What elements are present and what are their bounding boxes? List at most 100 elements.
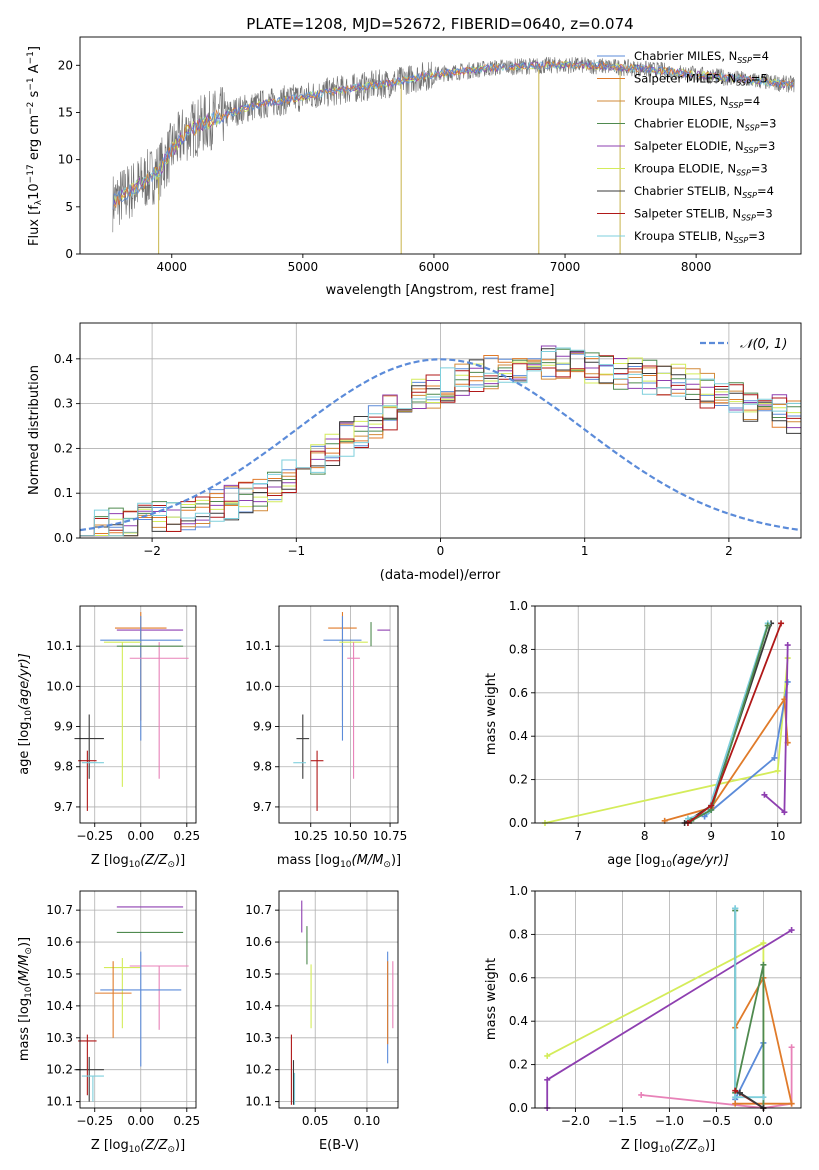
- mass-vs-ebv-panel: 0.05 0.10 10.1 10.2 10.3 10.4 10.5 10.6 10.7 E(B…: [245, 890, 399, 1153]
- residual-ytick-label: 0.2: [54, 441, 73, 455]
- mass-vs-ebv-ytick-label: 10.4: [245, 999, 272, 1013]
- residual-ylabel: Normed distribution: [27, 365, 42, 495]
- age-vs-metallicity-xlabel: Z [log10(Z/Z⊙)]: [91, 853, 185, 870]
- mass-vs-metallicity-ytick-label: 10.1: [46, 1095, 73, 1109]
- weight-vs-metallicity-ytick-label: 0.8: [509, 927, 528, 941]
- residual-xtick-label: 2: [725, 544, 733, 558]
- normal-legend-label: 𝒩(0, 1): [740, 337, 787, 352]
- age-vs-mass-plot-area: [279, 606, 398, 823]
- spectrum-ytick-label: 0: [65, 247, 73, 261]
- weight-vs-metallicity-series-chabrier_miles: [734, 908, 765, 1108]
- weight-vs-age-series-chabrier_miles: [704, 681, 789, 818]
- age-vs-metallicity-plot-area: [74, 606, 196, 823]
- mass-vs-metallicity-ticks: −0.25 0.00 0.25 10.1 10.2 10.3 10.4 10.5 10.6 10.…: [46, 903, 200, 1128]
- spectrum-xtick-label: 7000: [550, 260, 581, 274]
- age-vs-metallicity-ytick-label: 9.7: [54, 800, 73, 814]
- legend-label-chabrier_miles: Chabrier MILES, NSSP=4: [634, 49, 769, 65]
- age-vs-mass-xtick-label: 10.75: [373, 829, 407, 843]
- weight-vs-metallicity-series-chabrier_stelib: [739, 1092, 764, 1109]
- weight-vs-age-xtick-label: 9: [707, 829, 715, 843]
- weight-vs-metallicity-marker-salpeter_miles: [732, 1100, 739, 1107]
- mass-vs-metallicity-ytick-label: 10.5: [46, 967, 73, 981]
- spectrum-title: PLATE=1208, MJD=52672, FIBERID=0640, z=0…: [246, 15, 633, 33]
- weight-vs-metallicity-marker-kroupa_elodie: [544, 1052, 551, 1059]
- mass-vs-metallicity-ytick-label: 10.6: [46, 935, 73, 949]
- age-vs-mass-ytick-label: 10.0: [245, 679, 272, 693]
- weight-vs-age-ytick-label: 0.2: [509, 773, 528, 787]
- weight-vs-age-xtick-label: 7: [574, 829, 582, 843]
- age-vs-mass-ticks: 10.25 10.50 10.75 9.7 9.8 9.9 10.0 10.1: [245, 639, 407, 843]
- weight-vs-age-ytick-label: 1.0: [509, 599, 528, 613]
- age-vs-mass-frame: [278, 605, 399, 824]
- mass-vs-ebv-ytick-label: 10.3: [245, 1031, 272, 1045]
- age-vs-mass-ytick-label: 9.8: [253, 760, 272, 774]
- age-vs-mass-xtick-label: 10.50: [333, 829, 367, 843]
- weight-vs-metallicity-ytick-label: 0.4: [509, 1014, 528, 1028]
- residual-xtick-label: −2: [143, 544, 161, 558]
- age-vs-metallicity-xtick-label: 0.00: [127, 829, 154, 843]
- mass-vs-ebv-xlabel: E(B-V): [319, 1138, 359, 1153]
- residual-ticks: −2 −1 0 1 2 0.0 0.1 0.2 0.3 0.4: [54, 352, 733, 558]
- spectrum-xtick-label: 4000: [156, 260, 187, 274]
- weight-vs-age-xlabel: age [log10(age/yr)]: [607, 853, 729, 870]
- weight-vs-metallicity-xlabel: Z [log10(Z/Z⊙)]: [621, 1138, 715, 1155]
- weight-vs-age-series-salpeter_stelib: [687, 623, 782, 824]
- residual-ytick-label: 0.4: [54, 352, 73, 366]
- mass-vs-metallicity-plot-area: [74, 891, 196, 1108]
- age-vs-metallicity-xtick-label: 0.25: [173, 829, 200, 843]
- residual-legend: 𝒩(0, 1): [700, 337, 787, 352]
- weight-vs-metallicity-marker-salpeter_elodie: [788, 927, 795, 934]
- mass-vs-ebv-plot-area: [279, 891, 398, 1108]
- weight-vs-age-plot-area: [535, 605, 801, 826]
- weight-vs-age-ylabel: mass weight: [484, 673, 499, 755]
- legend-label-salpeter_elodie: Salpeter ELODIE, NSSP=3: [634, 139, 775, 155]
- weight-vs-age-ytick-label: 0.4: [509, 729, 528, 743]
- observed-spectrum: [112, 56, 795, 233]
- age-vs-mass-panel: 10.25 10.50 10.75 9.7 9.8 9.9 10.0 10.1 mass [l…: [245, 605, 407, 870]
- weight-vs-age-series-salpeter_elodie: [763, 645, 789, 815]
- weight-vs-metallicity-plot-area: [535, 890, 801, 1111]
- weight-vs-age-marker-salpeter_stelib: [708, 802, 715, 809]
- spectrum-axes-frame: [79, 36, 802, 255]
- spectrum-legend: Chabrier MILES, NSSP=4 Salpeter MILES, NS…: [597, 49, 776, 245]
- weight-vs-metallicity-ticks: −2.0 −1.5 −1.0 −0.5 0.0 0.0 0.2 0.4 0.6 0.8 1.0: [509, 884, 773, 1128]
- weight-vs-age-ytick-label: 0.6: [509, 686, 528, 700]
- weight-vs-age-ticks: 7 8 9 10 0.0 0.2 0.4 0.6 0.8 1.0: [509, 599, 785, 843]
- residual-panel: −2 −1 0 1 2 0.0 0.1 0.2 0.3 0.4 (data-model)/erro…: [27, 322, 802, 583]
- weight-vs-metallicity-series-chabrier_elodie: [734, 910, 765, 1108]
- mass-vs-metallicity-panel: −0.25 0.00 0.25 10.1 10.2 10.3 10.4 10.5 10.6 10.…: [17, 890, 200, 1155]
- spectrum-ytick-label: 15: [58, 105, 73, 119]
- spectrum-ticks: 4000 5000 6000 7000 8000 0 5 10 15 20: [58, 58, 712, 274]
- legend-label-chabrier_stelib: Chabrier STELIB, NSSP=4: [634, 184, 774, 200]
- mass-vs-ebv-xtick-label: 0.05: [302, 1114, 329, 1128]
- weight-vs-metallicity-xtick-label: −1.0: [655, 1114, 684, 1128]
- mass-vs-ebv-frame: [278, 890, 399, 1109]
- weight-vs-age-ytick-label: 0.0: [509, 816, 528, 830]
- age-vs-metallicity-ylabel: age [log10(age/yr)]: [17, 653, 34, 775]
- weight-vs-age-xtick-label: 8: [641, 829, 649, 843]
- residual-ytick-label: 0.3: [54, 397, 73, 411]
- spectrum-xtick-label: 5000: [288, 260, 319, 274]
- weight-vs-metallicity-xtick-label: −0.5: [702, 1114, 731, 1128]
- residual-plot-area: [79, 323, 802, 539]
- weight-vs-age-marker-salpeter_elodie: [781, 809, 788, 816]
- spectrum-ylabel: Flux [fλ10−17 erg cm−2 s−1 A−1]: [26, 46, 44, 246]
- weight-vs-metallicity-marker-kroupa_stelib: [732, 905, 739, 912]
- weight-vs-metallicity-marker-salpeter_stelib: [732, 1087, 739, 1094]
- spectrum-panel: PLATE=1208, MJD=52672, FIBERID=0640, z=0…: [26, 15, 802, 298]
- mass-vs-metallicity-ytick-label: 10.4: [46, 999, 73, 1013]
- weight-vs-metallicity-ylabel: mass weight: [484, 958, 499, 1040]
- mass-vs-metallicity-xtick-label: 0.25: [173, 1114, 200, 1128]
- weight-vs-metallicity-xtick-label: −1.5: [608, 1114, 637, 1128]
- mass-vs-ebv-xtick-label: 0.10: [354, 1114, 381, 1128]
- weight-vs-metallicity-marker-kroupa_stelib: [760, 1094, 767, 1101]
- weight-vs-age-series-kroupa_stelib: [687, 623, 769, 820]
- weight-vs-age-marker-chabrier_elodie: [764, 622, 771, 629]
- mass-vs-metallicity-xtick-label: −0.25: [76, 1114, 113, 1128]
- weight-vs-metallicity-marker-chabrier_stelib: [736, 1089, 743, 1096]
- residual-histogram-kroupa_stelib: [79, 347, 801, 538]
- weight-vs-metallicity-panel: −2.0 −1.5 −1.0 −0.5 0.0 0.0 0.2 0.4 0.6 0.8 1.0 Z …: [484, 884, 802, 1155]
- legend-label-chabrier_elodie: Chabrier ELODIE, NSSP=3: [634, 117, 776, 133]
- weight-vs-age-xtick-label: 10: [770, 829, 785, 843]
